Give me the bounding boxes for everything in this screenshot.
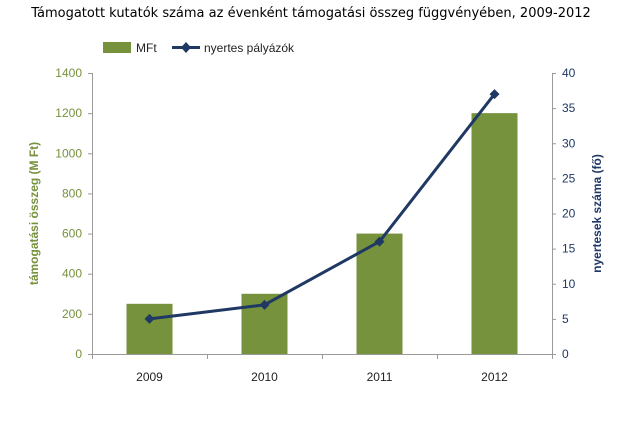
x-tick-label: 2010 [251,370,278,384]
legend: MFt nyertes pályázók [103,41,295,55]
chart-title: Támogatott kutatók száma az évenként tám… [31,6,591,21]
x-tick-label: 2012 [481,370,508,384]
right-tick-label: 40 [562,66,576,80]
line-point-2009 [144,313,155,324]
right-tick-label: 0 [562,347,569,361]
left-tick-label: 600 [62,227,82,241]
right-tick-label: 10 [562,277,576,291]
line-point-2012 [489,89,500,100]
legend-label-line: nyertes pályázók [204,41,295,55]
bar-2012 [471,113,518,355]
left-tick-label: 200 [62,307,82,321]
right-axis-title: nyertesek száma (fő) [590,154,604,273]
left-tick-label: 800 [62,186,82,200]
x-axis-ticks: 2009 2010 2011 2012 [92,354,553,384]
x-tick-label: 2011 [367,370,393,384]
legend-swatch-bar [103,42,131,53]
line-series [144,89,500,324]
left-tick-label: 1400 [55,66,82,80]
right-tick-label: 25 [562,171,576,185]
right-tick-label: 20 [562,207,576,221]
left-tick-label: 400 [62,267,82,281]
right-tick-label: 5 [562,312,569,326]
left-axis-title: támogatási összeg (M Ft) [27,142,41,285]
bar-2009 [126,303,173,354]
bar-2011 [356,233,403,354]
bar-series [126,113,518,355]
left-tick-label: 1000 [55,146,82,160]
right-tick-label: 35 [562,101,576,115]
left-tick-label: 1200 [55,106,82,120]
line-point-2011 [374,236,385,247]
right-tick-label: 15 [562,242,576,256]
line-series-path [149,93,496,321]
right-axis-ticks: 0 5 10 15 20 25 30 35 40 [552,66,576,361]
x-tick-label: 2009 [136,370,163,384]
legend-marker-line [181,42,191,53]
left-axis-ticks: 0 200 400 600 800 1000 1200 1400 [55,66,92,361]
right-tick-label: 30 [562,136,576,150]
legend-label-bar: MFt [136,41,157,55]
line-point-2010 [259,299,270,310]
left-tick-label: 0 [75,347,82,361]
